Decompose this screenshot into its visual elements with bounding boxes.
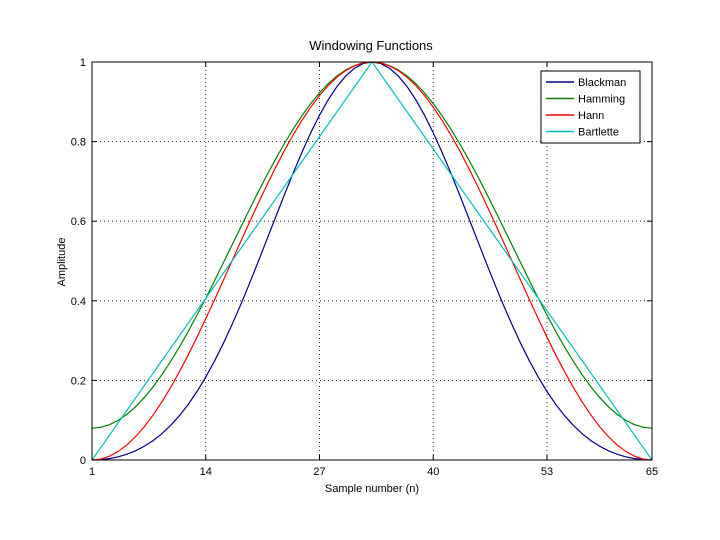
y-tick-label: 0.2 [71, 375, 86, 387]
legend-label: Blackman [578, 77, 626, 89]
x-tick-label: 53 [541, 466, 553, 478]
x-tick-label: 1 [89, 466, 95, 478]
legend-label: Hamming [578, 94, 625, 106]
x-tick-label: 14 [200, 466, 212, 478]
x-tick-label: 27 [313, 466, 325, 478]
grid [92, 62, 652, 460]
y-axis-label: Amplitude [56, 238, 68, 287]
ticks: 1 14 27 40 53 65 0 0.2 0.4 0.6 0.8 1 [71, 57, 658, 478]
y-tick-label: 0.4 [71, 296, 86, 308]
y-tick-label: 1 [80, 57, 86, 69]
x-tick-label: 65 [646, 466, 658, 478]
legend-label: Hann [578, 110, 604, 122]
legend-label: Bartlette [578, 127, 619, 139]
x-axis-label: Sample number (n) [325, 483, 419, 495]
chart-title: Windowing Functions [309, 38, 433, 53]
y-tick-label: 0.6 [71, 216, 86, 228]
x-tick-label: 40 [427, 466, 439, 478]
y-tick-label: 0 [80, 455, 86, 467]
plot-frame [91, 61, 653, 461]
legend: Blackman Hamming Hann Bartlette [540, 70, 641, 144]
y-tick-label: 0.8 [71, 137, 86, 149]
